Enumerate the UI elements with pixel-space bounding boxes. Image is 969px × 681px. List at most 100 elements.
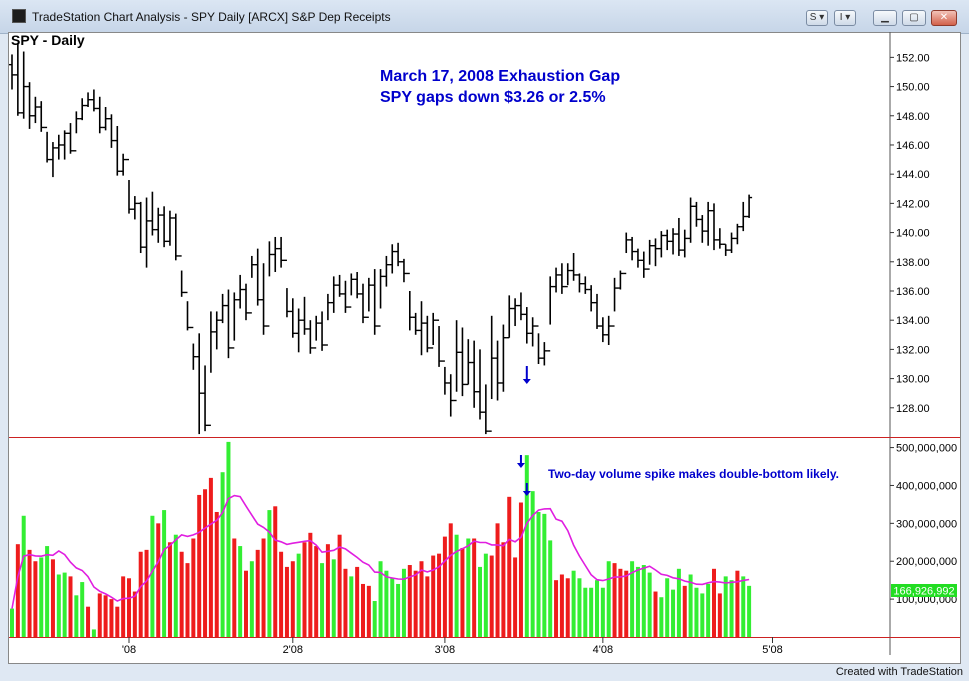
volume-bar[interactable] [203,489,208,637]
volume-bar[interactable] [226,441,231,637]
volume-bar[interactable] [296,553,301,637]
volume-bar[interactable] [343,568,348,637]
volume-bar[interactable] [103,595,108,637]
volume-bar[interactable] [314,546,319,637]
volume-bar[interactable] [524,455,529,637]
volume-bar[interactable] [290,561,295,637]
volume-bar[interactable] [483,553,488,637]
volume-bar[interactable] [284,566,289,637]
volume-bar[interactable] [68,576,73,637]
volume-bar[interactable] [220,472,225,637]
volume-bar[interactable] [518,502,523,637]
close-button[interactable]: ✕ [931,10,957,26]
volume-bar[interactable] [361,583,365,637]
volume-bar[interactable] [717,593,722,637]
volume-bar[interactable] [419,561,424,637]
volume-bar[interactable] [735,570,740,637]
volume-bar[interactable] [676,568,681,637]
volume-bar[interactable] [39,557,44,637]
volume-bar[interactable] [279,551,284,637]
volume-bar[interactable] [208,477,213,637]
volume-bar[interactable] [647,572,652,637]
volume-bar[interactable] [618,568,623,637]
volume-bar[interactable] [150,515,155,637]
volume-bar[interactable] [583,587,588,637]
volume-bar[interactable] [56,574,61,637]
volume-bar[interactable] [372,601,377,637]
volume-bar[interactable] [554,580,559,637]
volume-bar[interactable] [10,608,14,637]
volume-bar[interactable] [413,570,418,637]
volume-bar[interactable] [179,551,184,637]
volume-bar[interactable] [214,511,219,637]
volume-bar[interactable] [378,561,383,637]
volume-bar[interactable] [536,511,541,637]
volume-bar[interactable] [396,583,401,637]
volume-bar[interactable] [682,585,687,637]
volume-bar[interactable] [565,578,570,637]
volume-bar[interactable] [144,549,149,637]
volume-bar[interactable] [91,629,96,637]
volume-bar[interactable] [337,534,342,637]
volume-bar[interactable] [507,496,512,637]
symbol-menu-button[interactable]: S ▾ [806,10,828,26]
volume-bar[interactable] [273,506,278,637]
volume-bar[interactable] [606,561,611,637]
volume-bar[interactable] [700,593,705,637]
volume-bar[interactable] [612,563,617,637]
volume-bar[interactable] [454,534,459,637]
volume-bar[interactable] [331,559,336,637]
volume-bar[interactable] [15,544,20,637]
volume-bar[interactable] [665,578,670,637]
volume-bar[interactable] [688,574,693,637]
volume-bar[interactable] [513,557,518,637]
volume-bar[interactable] [501,542,506,637]
volume-bar[interactable] [671,589,676,637]
volume-bar[interactable] [437,553,442,637]
title-bar[interactable]: TradeStation Chart Analysis - SPY Daily … [0,0,969,34]
volume-bar[interactable] [472,538,477,638]
volume-bar[interactable] [624,570,629,637]
volume-bar[interactable] [308,532,313,637]
volume-bar[interactable] [723,576,728,637]
volume-bar[interactable] [162,510,167,637]
volume-bar[interactable] [33,561,38,637]
minimize-button[interactable]: ▁ [873,10,897,26]
volume-bar[interactable] [325,544,330,637]
volume-bar[interactable] [173,534,178,637]
volume-bar[interactable] [384,570,389,637]
volume-bar[interactable] [191,538,196,638]
volume-bar[interactable] [109,599,114,637]
volume-bar[interactable] [577,578,582,637]
volume-bar[interactable] [80,582,85,637]
volume-bar[interactable] [45,546,50,637]
volume-bar[interactable] [261,538,266,638]
volume-bar[interactable] [185,563,190,637]
volume-bar[interactable] [74,595,79,637]
volume-bar[interactable] [489,555,494,637]
volume-bar[interactable] [21,515,26,637]
volume-bar[interactable] [595,580,599,637]
volume-bar[interactable] [132,591,137,637]
volume-bar[interactable] [635,566,640,637]
volume-bar[interactable] [694,587,699,637]
volume-bar[interactable] [355,566,360,637]
volume-bar[interactable] [255,549,260,637]
volume-bar[interactable] [571,570,576,637]
volume-bar[interactable] [431,555,436,637]
volume-bar[interactable] [589,587,594,637]
volume-bar[interactable] [156,523,161,637]
interval-menu-button[interactable]: I ▾ [834,10,856,26]
volume-bar[interactable] [50,559,55,637]
volume-bar[interactable] [97,593,102,637]
volume-bar[interactable] [630,561,635,637]
volume-bar[interactable] [600,587,605,637]
volume-bar[interactable] [197,494,202,637]
volume-bar[interactable] [548,540,553,637]
volume-bar[interactable] [366,585,371,637]
volume-bar[interactable] [729,580,734,637]
volume-bar[interactable] [167,542,172,637]
volume-bar[interactable] [390,578,395,637]
volume-bar[interactable] [302,542,307,637]
